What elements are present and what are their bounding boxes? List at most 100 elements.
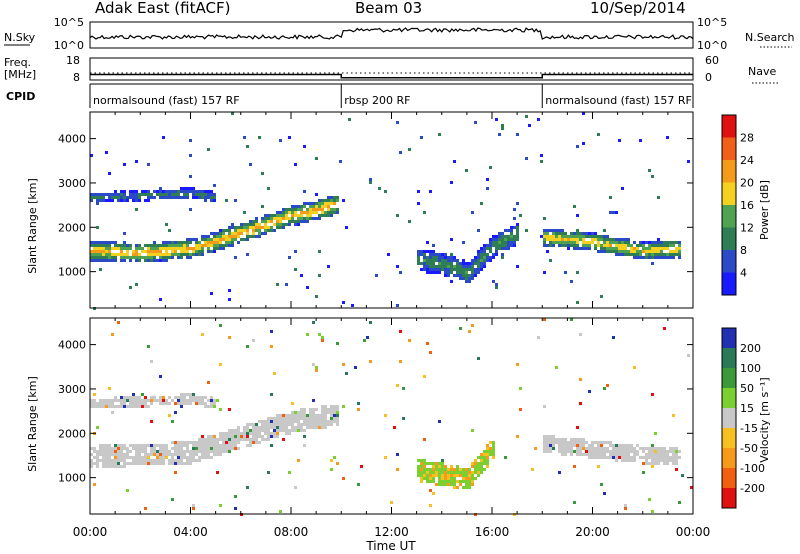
heatmap-cell — [429, 474, 432, 477]
heatmap-cell — [321, 199, 324, 202]
heatmap-cell — [249, 441, 252, 444]
heatmap-cell — [312, 211, 315, 214]
heatmap-cell — [450, 253, 453, 256]
heatmap-cell — [429, 504, 432, 507]
heatmap-cell — [303, 408, 306, 411]
heatmap-cell — [324, 205, 327, 208]
heatmap-cell — [225, 235, 228, 238]
heatmap-cell — [603, 456, 606, 459]
heatmap-cell — [474, 274, 477, 277]
heatmap-cell — [420, 471, 423, 474]
heatmap-cell — [297, 420, 300, 423]
heatmap-cell — [300, 211, 303, 214]
heatmap-cell — [441, 259, 444, 262]
heatmap-cell — [123, 456, 126, 459]
heatmap-cell — [330, 211, 333, 214]
heatmap-cell — [222, 438, 225, 441]
heatmap-cell — [672, 450, 675, 453]
heatmap-cell — [180, 393, 183, 396]
heatmap-cell — [324, 423, 327, 426]
heatmap-cell — [672, 459, 675, 462]
heatmap-cell — [240, 226, 243, 229]
heatmap-cell — [231, 435, 234, 438]
heatmap-cell — [204, 438, 207, 441]
heatmap-cell — [552, 444, 555, 447]
heatmap-cell — [492, 450, 495, 453]
heatmap-cell — [657, 447, 660, 450]
heatmap-cell — [300, 429, 303, 432]
heatmap-cell — [417, 471, 420, 474]
heatmap-cell — [444, 253, 447, 256]
cpid-label: CPID — [6, 90, 35, 103]
heatmap-cell — [294, 268, 297, 271]
heatmap-cell — [678, 247, 681, 250]
heatmap-cell — [507, 244, 510, 247]
heatmap-cell — [447, 271, 450, 274]
heatmap-cell — [153, 241, 156, 244]
heatmap-cell — [189, 453, 192, 456]
heatmap-cell — [408, 339, 411, 342]
heatmap-cell — [489, 166, 492, 169]
heatmap-cell — [225, 447, 228, 450]
heatmap-cell — [450, 238, 453, 241]
heatmap-cell — [294, 220, 297, 223]
heatmap-cell — [324, 414, 327, 417]
heatmap-cell — [171, 253, 174, 256]
heatmap-cell — [327, 208, 330, 211]
heatmap-cell — [306, 423, 309, 426]
heatmap-cell — [528, 124, 531, 127]
heatmap-cell — [624, 244, 627, 247]
heatmap-cell — [276, 214, 279, 217]
heatmap-cell — [477, 253, 480, 256]
heatmap-cell — [285, 420, 288, 423]
heatmap-cell — [174, 471, 177, 474]
heatmap-cell — [324, 408, 327, 411]
noise-panel: N.Sky 10^5 10^0 10^5 10^0 N.Search — [4, 16, 795, 52]
heatmap-cell — [300, 414, 303, 417]
heatmap-cell — [432, 262, 435, 265]
heatmap-cell — [162, 462, 165, 465]
heatmap-cell — [198, 402, 201, 405]
heatmap-cell — [306, 214, 309, 217]
cpid-row: CPID normalsound (fast) 157 RF rbsp 200 R… — [6, 83, 694, 108]
heatmap-cell — [192, 456, 195, 459]
heatmap-cell — [234, 495, 237, 498]
heatmap-cell — [615, 247, 618, 250]
heatmap-cell — [108, 250, 111, 253]
heatmap-cell — [285, 432, 288, 435]
heatmap-cell — [240, 432, 243, 435]
heatmap-cell — [459, 474, 462, 477]
heatmap-cell — [180, 256, 183, 259]
heatmap-cell — [117, 244, 120, 247]
heatmap-cell — [132, 199, 135, 202]
heatmap-cell — [579, 447, 582, 450]
heatmap-cell — [186, 402, 189, 405]
heatmap-cell — [183, 453, 186, 456]
heatmap-cell — [159, 396, 162, 399]
heatmap-cell — [189, 462, 192, 465]
heatmap-cell — [210, 241, 213, 244]
heatmap-cell — [576, 441, 579, 444]
heatmap-cell — [666, 253, 669, 256]
heatmap-cell — [225, 438, 228, 441]
heatmap-cell — [612, 456, 615, 459]
heatmap-cell — [597, 441, 600, 444]
heatmap-cell — [174, 459, 177, 462]
heatmap-cell — [306, 333, 309, 336]
heatmap-cell — [150, 244, 153, 247]
heatmap-cell — [663, 462, 666, 465]
heatmap-cell — [276, 226, 279, 229]
heatmap-cell — [438, 268, 441, 271]
heatmap-cell — [186, 441, 189, 444]
colorbar-swatch — [722, 468, 736, 488]
heatmap-cell — [279, 426, 282, 429]
heatmap-cell — [129, 193, 132, 196]
heatmap-cell — [492, 235, 495, 238]
heatmap-cell — [354, 366, 357, 369]
heatmap-cell — [315, 202, 318, 205]
heatmap-cell — [201, 456, 204, 459]
heatmap-cell — [126, 462, 129, 465]
heatmap-cell — [429, 262, 432, 265]
heatmap-cell — [120, 459, 123, 462]
heatmap-cell — [141, 399, 144, 402]
